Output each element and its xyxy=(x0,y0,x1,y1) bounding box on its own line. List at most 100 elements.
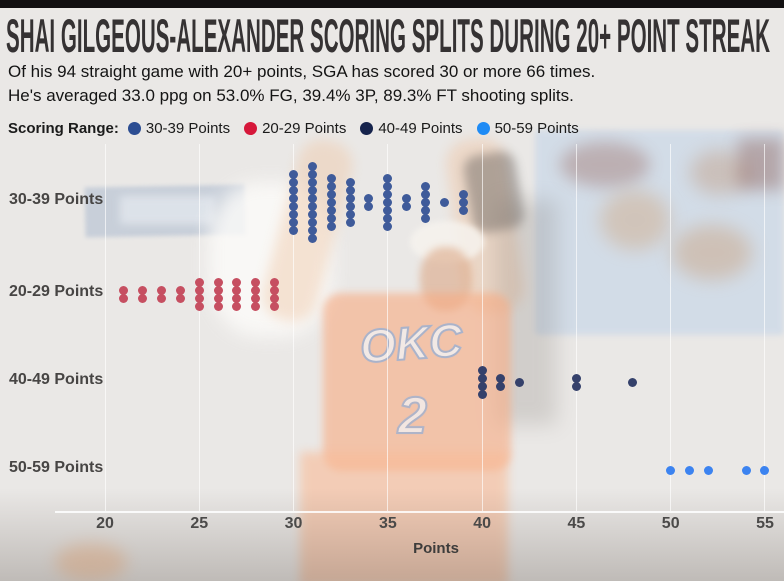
legend-dot-red-icon xyxy=(244,121,258,135)
data-point-dot xyxy=(383,181,393,191)
data-point-dot xyxy=(383,213,393,223)
data-point-dot xyxy=(421,197,431,207)
data-point-dot xyxy=(458,205,468,215)
data-point-dot xyxy=(213,277,223,287)
data-point-dot xyxy=(421,205,431,215)
x-tick-label: 35 xyxy=(378,515,397,532)
data-point-dot xyxy=(477,373,487,383)
data-point-dot xyxy=(307,169,317,179)
gridline xyxy=(293,144,295,511)
data-point-dot xyxy=(496,373,506,383)
data-point-dot xyxy=(157,293,167,303)
legend: Scoring Range: 30-39 Points 20-29 Points… xyxy=(8,118,593,138)
data-point-dot xyxy=(307,201,317,211)
data-point-dot xyxy=(270,277,280,287)
gridline xyxy=(481,144,483,511)
data-point-dot xyxy=(421,213,431,223)
data-point-dot xyxy=(515,377,525,387)
data-point-dot xyxy=(326,197,336,207)
subtitle-line-2: He's averaged 33.0 ppg on 53.0% FG, 39.4… xyxy=(8,86,574,105)
data-point-dot xyxy=(345,177,355,187)
legend-dot-lightblue-icon xyxy=(476,121,490,135)
data-point-dot xyxy=(326,181,336,191)
data-point-dot xyxy=(326,173,336,183)
data-point-dot xyxy=(477,381,487,391)
data-point-dot xyxy=(345,193,355,203)
data-point-dot xyxy=(496,381,506,391)
data-point-dot xyxy=(289,201,299,211)
data-point-dot xyxy=(251,293,261,303)
data-point-dot xyxy=(213,293,223,303)
data-point-dot xyxy=(213,285,223,295)
data-point-dot xyxy=(194,285,204,295)
data-point-dot xyxy=(194,277,204,287)
data-point-dot xyxy=(326,221,336,231)
data-point-dot xyxy=(345,209,355,219)
x-tick-label: 25 xyxy=(190,515,209,532)
data-point-dot xyxy=(402,193,412,203)
data-point-dot xyxy=(138,293,148,303)
data-point-dot xyxy=(307,177,317,187)
top-black-bar xyxy=(0,0,784,8)
data-point-dot xyxy=(289,225,299,235)
legend-item-50-59: 50-59 Points xyxy=(476,120,579,137)
data-point-dot xyxy=(326,189,336,199)
legend-dot-blue-icon xyxy=(127,121,141,135)
gridline xyxy=(198,144,200,511)
legend-item-40-49: 40-49 Points xyxy=(360,120,463,137)
data-point-dot xyxy=(307,185,317,195)
data-point-dot xyxy=(289,209,299,219)
data-point-dot xyxy=(666,465,676,475)
data-point-dot xyxy=(194,301,204,311)
data-point-dot xyxy=(383,221,393,231)
photo-jersey-number: 2 xyxy=(397,386,428,446)
data-point-dot xyxy=(175,293,185,303)
legend-item-20-29: 20-29 Points xyxy=(244,120,346,137)
row-label: 30-39 Points xyxy=(9,191,104,208)
data-point-dot xyxy=(175,285,185,295)
data-point-dot xyxy=(232,293,242,303)
photo-bottom-left-blob xyxy=(55,543,127,581)
data-point-dot xyxy=(307,233,317,243)
data-point-dot xyxy=(119,293,129,303)
data-point-dot xyxy=(119,285,129,295)
data-point-dot xyxy=(439,197,449,207)
subtitle-line-1: Of his 94 straight game with 20+ points,… xyxy=(8,62,596,81)
legend-dot-navy-icon xyxy=(360,121,374,135)
photo-jersey-lower xyxy=(300,452,508,581)
data-point-dot xyxy=(289,193,299,203)
data-point-dot xyxy=(251,277,261,287)
data-point-dot xyxy=(194,293,204,303)
data-point-dot xyxy=(364,201,374,211)
data-point-dot xyxy=(741,465,751,475)
data-point-dot xyxy=(402,201,412,211)
x-axis-line xyxy=(55,511,784,513)
data-point-dot xyxy=(571,373,581,383)
photo-crowd-blob xyxy=(600,190,670,250)
photo-crowd-blob xyxy=(560,142,650,187)
page-title: SHAI GILGEOUS-ALEXANDER SCORING SPLITS D… xyxy=(6,12,770,62)
x-tick-label: 50 xyxy=(661,515,680,532)
data-point-dot xyxy=(289,185,299,195)
photo-crowd-corner xyxy=(738,138,784,190)
row-label: 50-59 Points xyxy=(9,459,104,476)
data-point-dot xyxy=(703,465,713,475)
x-tick-label: 55 xyxy=(756,515,774,532)
legend-title: Scoring Range: xyxy=(8,119,119,137)
gridline xyxy=(764,144,766,511)
data-point-dot xyxy=(232,277,242,287)
x-tick-label: 45 xyxy=(567,515,586,532)
data-point-dot xyxy=(289,217,299,227)
data-point-dot xyxy=(383,189,393,199)
gridline xyxy=(670,144,672,511)
data-point-dot xyxy=(307,161,317,171)
data-point-dot xyxy=(307,209,317,219)
data-point-dot xyxy=(232,285,242,295)
data-point-dot xyxy=(289,177,299,187)
data-point-dot xyxy=(345,185,355,195)
photo-bottom-shade xyxy=(0,488,784,581)
data-point-dot xyxy=(685,465,695,475)
